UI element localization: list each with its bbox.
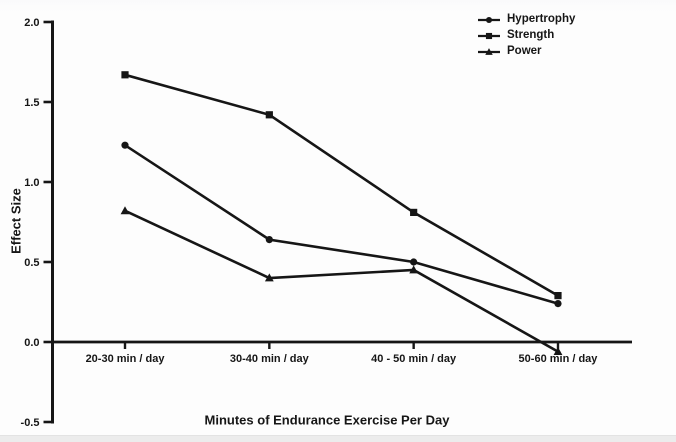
y-axis-tick-label: 1.5 — [24, 97, 39, 109]
circle-legend-marker-icon — [478, 16, 500, 24]
circle-marker-icon — [554, 300, 562, 308]
square-marker-icon — [485, 32, 493, 40]
triangle-marker-icon — [485, 48, 493, 55]
triangle-legend-marker-icon — [478, 48, 500, 55]
square-marker-icon — [554, 292, 562, 300]
y-axis-title: Effect Size — [8, 188, 24, 254]
legend-label: Strength — [507, 29, 555, 42]
triangle-marker-icon — [120, 206, 130, 215]
legend-item-strength: Strength — [477, 29, 575, 43]
series-line-hypertrophy — [124, 144, 559, 305]
bottom-edge-strip — [0, 435, 676, 442]
y-axis-tick-label: -0.5 — [21, 417, 40, 429]
x-category-label: 30-40 min / day — [230, 353, 310, 365]
square-marker-icon — [121, 71, 129, 79]
triangle-marker-icon — [553, 347, 563, 355]
series-line-strength — [124, 73, 559, 297]
circle-marker-icon — [485, 16, 493, 24]
circle-marker-icon — [410, 258, 418, 266]
chart-legend: Hypertrophy Strength Power — [477, 13, 575, 59]
x-category-label: 40 - 50 min / day — [371, 353, 457, 365]
y-axis-tick-label: 0.5 — [24, 257, 39, 269]
legend-item-power: Power — [477, 45, 575, 59]
y-axis-tick-label: 0.0 — [24, 337, 39, 349]
legend-item-hypertrophy: Hypertrophy — [477, 13, 575, 27]
x-category-label: 20-30 min / day — [86, 353, 166, 365]
legend-label: Power — [507, 45, 542, 58]
x-category-label: 50-60 min / day — [519, 353, 599, 365]
square-marker-icon — [410, 208, 418, 216]
circle-marker-icon — [121, 141, 129, 149]
series-line-power — [124, 209, 559, 353]
square-marker-icon — [265, 111, 273, 119]
legend-label: Hypertrophy — [507, 13, 576, 26]
circle-marker-icon — [265, 236, 273, 244]
triangle-marker-icon — [409, 265, 419, 274]
y-axis-tick-label: 2.0 — [24, 17, 39, 29]
triangle-marker-icon — [264, 273, 274, 282]
y-axis-tick-label: 1.0 — [24, 177, 39, 189]
x-axis-title: Minutes of Endurance Exercise Per Day — [204, 412, 450, 428]
square-legend-marker-icon — [478, 32, 500, 40]
